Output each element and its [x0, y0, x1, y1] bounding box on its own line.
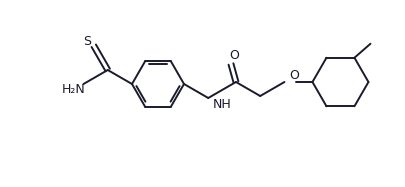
Text: H₂N: H₂N: [62, 82, 85, 96]
Text: O: O: [290, 68, 299, 82]
Text: NH: NH: [213, 97, 232, 111]
Text: S: S: [83, 35, 91, 48]
Text: O: O: [229, 48, 239, 62]
